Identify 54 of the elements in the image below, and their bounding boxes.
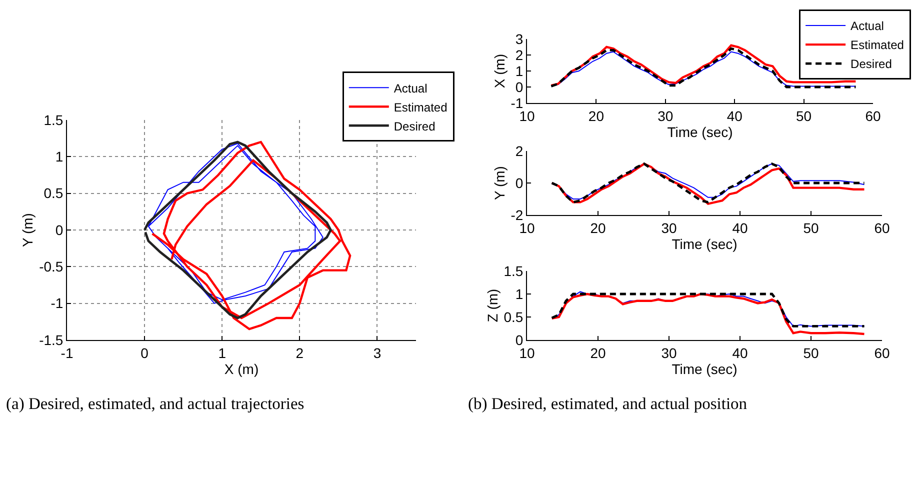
legend-label: Estimated bbox=[394, 100, 448, 114]
y-tick-label: 1.5 bbox=[44, 112, 64, 128]
legend-label: Actual bbox=[850, 19, 884, 34]
x-tick-label: 60 bbox=[865, 108, 881, 124]
x-tick-label: 3 bbox=[373, 344, 382, 361]
y-axis-title: Z (m) bbox=[484, 288, 500, 322]
y-tick-label: 0.5 bbox=[44, 185, 64, 202]
y-tick-label: 2 bbox=[515, 46, 524, 63]
y-tick-label: -1 bbox=[50, 295, 64, 312]
x-tick-label: 2 bbox=[296, 344, 304, 361]
x-axis-title: Time (sec) bbox=[672, 360, 738, 377]
x-tick-label: 40 bbox=[726, 108, 743, 124]
legend-label: Estimated bbox=[850, 38, 904, 52]
y-tick-label: 0 bbox=[515, 78, 524, 95]
x-tick-label: 30 bbox=[661, 344, 677, 361]
x-tick-label: 0 bbox=[140, 344, 149, 361]
x-tick-label: 40 bbox=[732, 344, 748, 361]
x-axis-title: Time (sec) bbox=[667, 124, 733, 140]
y-tick-label: 0 bbox=[515, 174, 524, 191]
text: (a) Desired, estimated, and actual trajectories bbox=[6, 393, 306, 415]
y-tick-label: 3 bbox=[515, 30, 524, 47]
line-series bbox=[148, 142, 324, 304]
legend-label: Actual bbox=[394, 81, 428, 96]
x-tick-label: 1 bbox=[218, 344, 226, 361]
line-series bbox=[151, 140, 352, 330]
legend-label: Desired bbox=[850, 57, 892, 72]
y-axis-title: Y (m) bbox=[491, 166, 508, 200]
x-tick-label: 20 bbox=[590, 344, 606, 361]
y-tick-label: 1 bbox=[515, 286, 524, 302]
x-tick-label: 50 bbox=[796, 108, 812, 124]
x-tick-label: 40 bbox=[732, 220, 748, 236]
x-tick-label: 60 bbox=[874, 344, 890, 361]
y-axis-title: X (m) bbox=[491, 54, 508, 88]
y-axis-title: Y (m) bbox=[20, 213, 36, 247]
x-tick-label: 50 bbox=[803, 220, 819, 236]
x-tick-label: 30 bbox=[661, 220, 677, 236]
legend-label: Desired bbox=[394, 119, 436, 134]
y-tick-label: 1 bbox=[515, 62, 524, 79]
x-tick-label: 50 bbox=[803, 344, 819, 361]
y-tick-label: 2 bbox=[515, 142, 524, 159]
x-tick-label: 20 bbox=[588, 108, 604, 124]
y-tick-label: -0.5 bbox=[39, 258, 64, 275]
text: (b) Desired, estimated, and actual position bbox=[468, 393, 748, 415]
x-tick-label: 20 bbox=[590, 220, 606, 236]
y-tick-label: 1 bbox=[55, 148, 64, 165]
y-tick-label: 1.5 bbox=[504, 262, 524, 279]
line-series bbox=[143, 140, 332, 320]
y-tick-label: 0.5 bbox=[504, 308, 524, 325]
line-series bbox=[550, 292, 866, 336]
y-tick-label: -1.5 bbox=[39, 332, 64, 348]
x-axis-title: Time (sec) bbox=[672, 236, 738, 252]
x-tick-label: 60 bbox=[874, 220, 890, 236]
x-axis-title: X (m) bbox=[224, 360, 259, 377]
x-tick-label: 30 bbox=[658, 108, 674, 124]
